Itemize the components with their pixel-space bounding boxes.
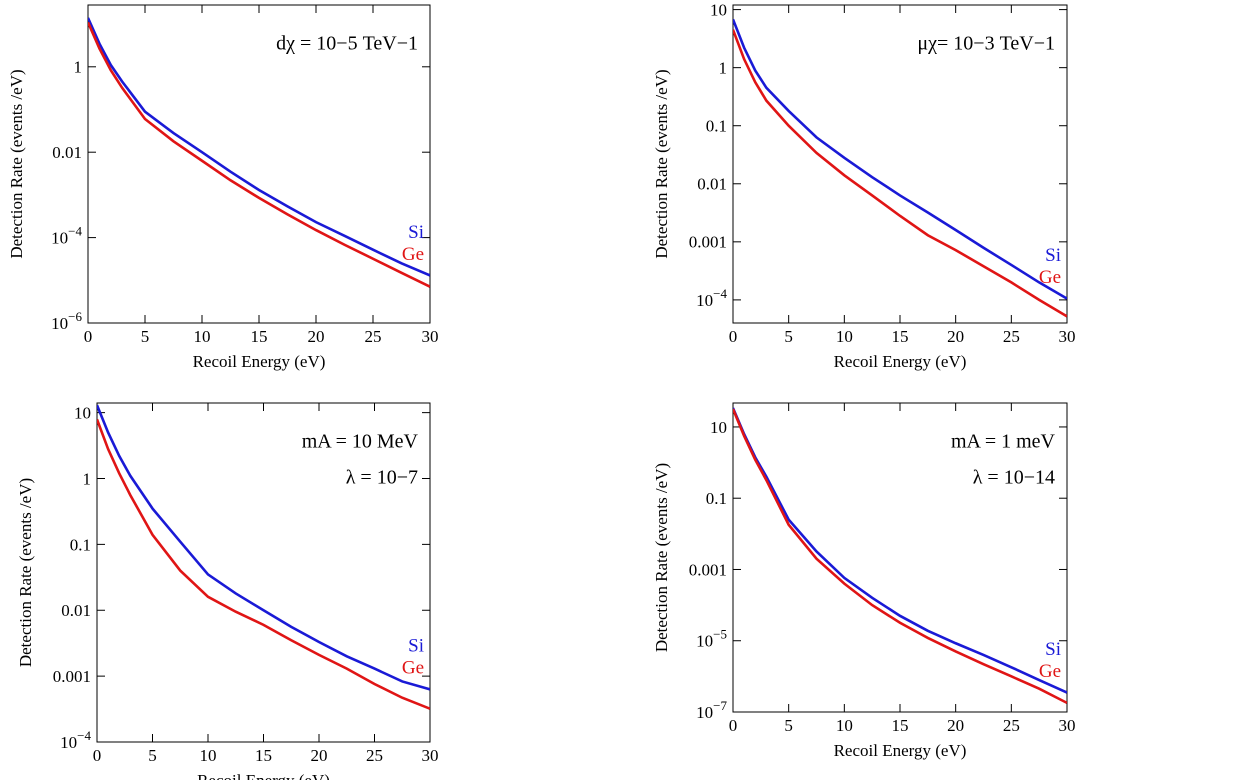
legend-label: Ge: [1039, 267, 1061, 288]
plot-frame: [732, 402, 1068, 713]
x-tick-label: 15: [251, 327, 268, 346]
y-tick-label: 10: [710, 1, 727, 20]
annotation: λ = 10−7: [346, 467, 418, 489]
plot-frame: [732, 4, 1068, 324]
y-tick-label: 0.01: [697, 175, 727, 194]
x-tick-label: 0: [729, 716, 738, 735]
y-tick-label: 10−4: [51, 224, 82, 248]
legend-label: Si: [408, 636, 424, 657]
y-tick-label: 0.001: [689, 233, 727, 252]
y-tick-label: 10: [710, 418, 727, 437]
plot-frame: [87, 4, 431, 324]
x-tick-label: 0: [729, 327, 738, 346]
y-axis-label: Detection Rate (events /eV): [7, 69, 26, 258]
panel: 0 5 10 15 20 25 30 10−4 0.001 0.01 0.1 1 10 Recoil En…: [652, 1, 1076, 371]
legend-label: Ge: [402, 244, 424, 265]
x-axis-label: Recoil Energy (eV): [834, 741, 967, 760]
panel: 0 5 10 15 20 25 30 10−6 10−4 0.01 1 Recoil Energy (…: [7, 4, 439, 371]
legend-label: Ge: [402, 658, 424, 679]
x-tick-label: 5: [148, 746, 157, 765]
x-axis-label: Recoil Energy (eV): [834, 352, 967, 371]
annotation: dχ = 10−5 TeV−1: [276, 33, 418, 55]
x-tick-label: 10: [836, 327, 853, 346]
y-tick-label: 10−5: [696, 627, 727, 651]
y-tick-label: 0.1: [70, 535, 91, 554]
x-tick-label: 5: [141, 327, 150, 346]
series-line: [88, 21, 430, 288]
x-axis-label: Recoil Energy (eV): [193, 352, 326, 371]
x-tick-label: 15: [892, 327, 909, 346]
y-tick-label: 0.01: [52, 143, 82, 162]
x-tick-label: 25: [365, 327, 382, 346]
series-line: [733, 407, 1067, 694]
annotation: mA = 1 meV: [951, 431, 1056, 453]
y-tick-label: 10−4: [696, 286, 727, 310]
panel: 0 5 10 15 20 25 30 10−7 10−5 0.001 0.1 10 Recoil Ene…: [652, 402, 1076, 760]
x-tick-label: 0: [93, 746, 102, 765]
x-axis-label: Recoil Energy (eV): [197, 771, 330, 780]
x-tick-label: 10: [836, 716, 853, 735]
legend-label: Si: [1045, 639, 1061, 660]
y-tick-label: 1: [719, 59, 728, 78]
x-tick-label: 10: [194, 327, 211, 346]
y-axis-label: Detection Rate (events /eV): [652, 69, 671, 258]
y-tick-label: 0.1: [706, 489, 727, 508]
x-tick-label: 30: [422, 746, 439, 765]
series-line: [97, 404, 430, 691]
series-line: [733, 408, 1067, 705]
y-tick-label: 0.001: [53, 667, 91, 686]
series-line: [733, 18, 1067, 300]
y-tick-label: 1: [83, 469, 92, 488]
y-tick-label: 0.1: [706, 117, 727, 136]
x-tick-label: 15: [892, 716, 909, 735]
y-tick-label: 1: [74, 58, 83, 77]
series-line: [97, 418, 430, 710]
y-tick-label: 10−4: [60, 728, 91, 752]
x-tick-label: 0: [84, 327, 93, 346]
x-tick-label: 20: [308, 327, 325, 346]
legend-label: Si: [1045, 245, 1061, 266]
legend-label: Si: [408, 222, 424, 243]
x-tick-label: 20: [311, 746, 328, 765]
x-tick-label: 30: [422, 327, 439, 346]
x-tick-label: 20: [947, 327, 964, 346]
y-tick-label: 10−6: [51, 309, 82, 333]
y-tick-label: 0.01: [61, 601, 91, 620]
y-axis-label: Detection Rate (events /eV): [652, 463, 671, 652]
annotation: mA = 10 MeV: [302, 431, 419, 453]
plot-frame: [96, 402, 431, 743]
annotation: μχ= 10−3 TeV−1: [917, 33, 1055, 55]
annotation: λ = 10−14: [973, 467, 1055, 489]
x-tick-label: 25: [1003, 716, 1020, 735]
x-tick-label: 15: [255, 746, 272, 765]
y-tick-label: 10−7: [696, 698, 727, 722]
x-tick-label: 25: [366, 746, 383, 765]
x-tick-label: 20: [947, 716, 964, 735]
panel: 0 5 10 15 20 25 30 10−4 0.001 0.01 0.1 1 10 Recoil En…: [16, 402, 439, 780]
legend-label: Ge: [1039, 661, 1061, 682]
x-tick-label: 25: [1003, 327, 1020, 346]
series-line: [733, 29, 1067, 318]
x-tick-label: 5: [784, 327, 793, 346]
x-tick-label: 30: [1059, 327, 1076, 346]
x-tick-label: 30: [1059, 716, 1076, 735]
x-tick-label: 10: [200, 746, 217, 765]
y-tick-label: 0.001: [689, 560, 727, 579]
x-tick-label: 5: [784, 716, 793, 735]
y-axis-label: Detection Rate (events /eV): [16, 478, 35, 667]
y-tick-label: 10: [74, 404, 91, 423]
series-line: [88, 17, 430, 277]
